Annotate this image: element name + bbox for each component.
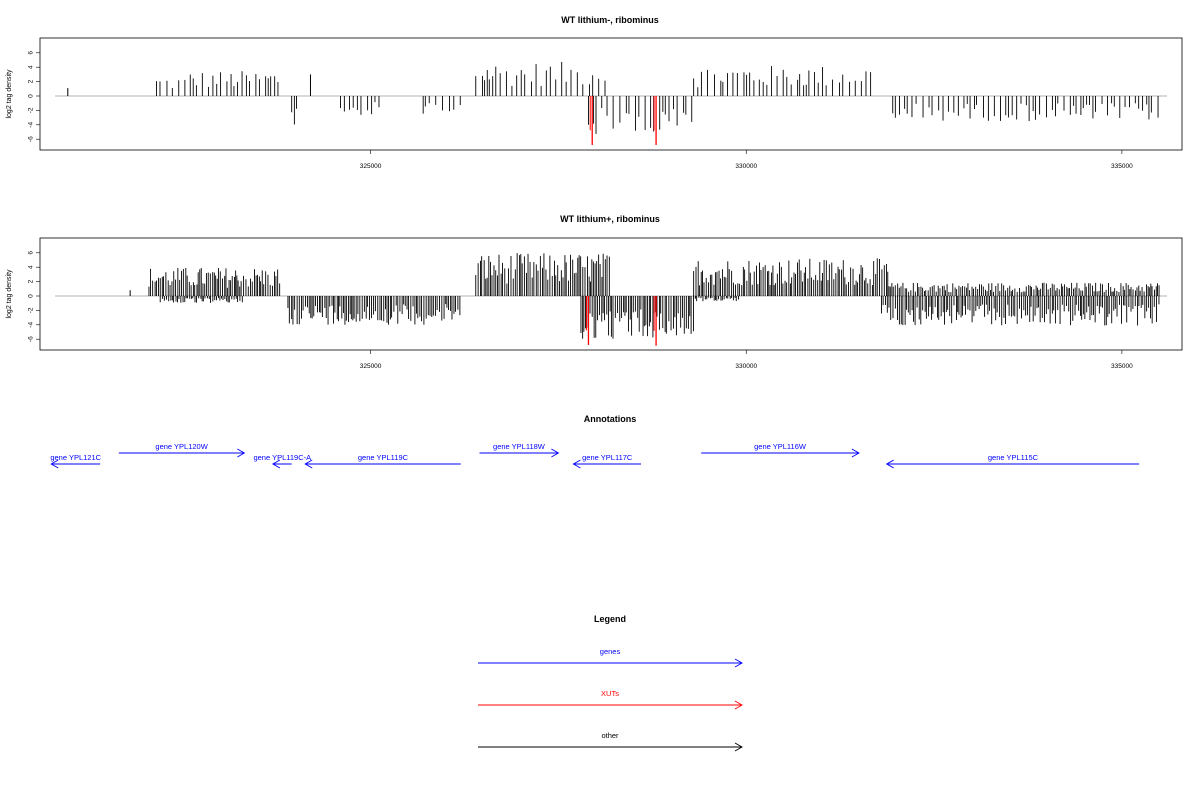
gene-arrow: gene YPL119C-A — [253, 453, 311, 469]
gene-label: gene YPL116W — [754, 442, 807, 451]
gene-arrow-head — [885, 459, 894, 469]
gene-arrow-head — [50, 459, 59, 469]
gene-arrow-head — [304, 459, 313, 469]
annotations-title: Annotations — [584, 414, 637, 424]
gene-label: gene YPL121C — [50, 453, 101, 462]
legend-item: other — [478, 731, 743, 752]
legend-label: genes — [600, 647, 621, 656]
legend-arrow-head — [734, 742, 743, 752]
plot-frame — [39, 37, 1183, 151]
gene-label: gene YPL118W — [493, 442, 546, 451]
gene-arrow: gene YPL118W — [479, 442, 560, 458]
y-tick-label: -6 — [28, 336, 35, 342]
gene-arrows: gene YPL121C gene YPL120W gene YPL119C-A ge… — [50, 442, 1140, 469]
y-axis: 6 4 2 0 -2 -4 -6 — [28, 51, 40, 142]
gene-arrow-head — [851, 448, 860, 458]
x-axis: 325000 330000 335000 — [360, 350, 1133, 370]
y-tick-label: -4 — [28, 122, 35, 128]
gene-arrow-head — [572, 459, 581, 469]
density-bars — [55, 61, 1167, 145]
y-tick-label: 2 — [28, 279, 35, 283]
y-tick-label: 0 — [28, 94, 35, 98]
chart-title: WT lithium+, ribominus — [560, 214, 660, 224]
y-axis: 6 4 2 0 -2 -4 -6 — [28, 251, 40, 342]
y-tick-label: 6 — [28, 51, 35, 55]
gene-arrow-head — [551, 448, 560, 458]
legend-items: genes XUTs other — [478, 647, 743, 752]
legend-title: Legend — [594, 614, 626, 624]
y-tick-label: 6 — [28, 251, 35, 255]
gene-arrow-head — [237, 448, 246, 458]
legend-label: XUTs — [601, 689, 619, 698]
legend-item: XUTs — [478, 689, 743, 710]
chart-panel-lithium-plus: WT lithium+, ribominus log2 tag density … — [6, 214, 1183, 370]
legend-arrow-head — [734, 658, 743, 668]
y-tick-label: 4 — [28, 65, 35, 69]
plot-frame — [39, 237, 1183, 351]
chart-title: WT lithium-, ribominus — [561, 15, 659, 25]
y-tick-label: -4 — [28, 322, 35, 328]
gene-label: gene YPL120W — [155, 442, 208, 451]
gene-arrow: gene YPL120W — [118, 442, 246, 458]
y-axis-label: log2 tag density — [6, 269, 13, 319]
gene-arrow: gene YPL117C — [572, 453, 642, 469]
gene-arrow: gene YPL115C — [885, 453, 1140, 469]
x-tick-label: 330000 — [735, 363, 757, 370]
gene-arrow: gene YPL121C — [50, 453, 102, 469]
x-tick-label: 335000 — [1111, 363, 1133, 370]
y-tick-label: -2 — [28, 307, 35, 313]
x-tick-label: 330000 — [735, 163, 757, 170]
x-axis: 325000 330000 335000 — [360, 150, 1133, 170]
y-tick-label: -2 — [28, 107, 35, 113]
y-tick-label: 0 — [28, 294, 35, 298]
y-tick-label: 4 — [28, 265, 35, 269]
gene-label: gene YPL119C — [358, 453, 409, 462]
legend-arrow-head — [734, 700, 743, 710]
gene-arrow: gene YPL116W — [701, 442, 860, 458]
y-axis-label: log2 tag density — [6, 69, 13, 119]
y-tick-label: 2 — [28, 79, 35, 83]
density-bars — [55, 253, 1167, 346]
y-tick-label: -6 — [28, 136, 35, 142]
gene-arrow: gene YPL119C — [304, 453, 461, 469]
x-tick-label: 325000 — [360, 163, 382, 170]
gene-label: gene YPL115C — [988, 453, 1039, 462]
legend-label: other — [601, 731, 619, 740]
x-tick-label: 335000 — [1111, 163, 1133, 170]
legend-panel: Legend genes XUTs other — [478, 614, 743, 752]
x-tick-label: 325000 — [360, 363, 382, 370]
legend-item: genes — [478, 647, 743, 668]
gene-label: gene YPL119C-A — [253, 453, 311, 462]
gene-label: gene YPL117C — [582, 453, 633, 462]
gene-arrow-head — [272, 459, 281, 469]
chart-panel-lithium-minus: WT lithium-, ribominus log2 tag density … — [6, 15, 1183, 170]
